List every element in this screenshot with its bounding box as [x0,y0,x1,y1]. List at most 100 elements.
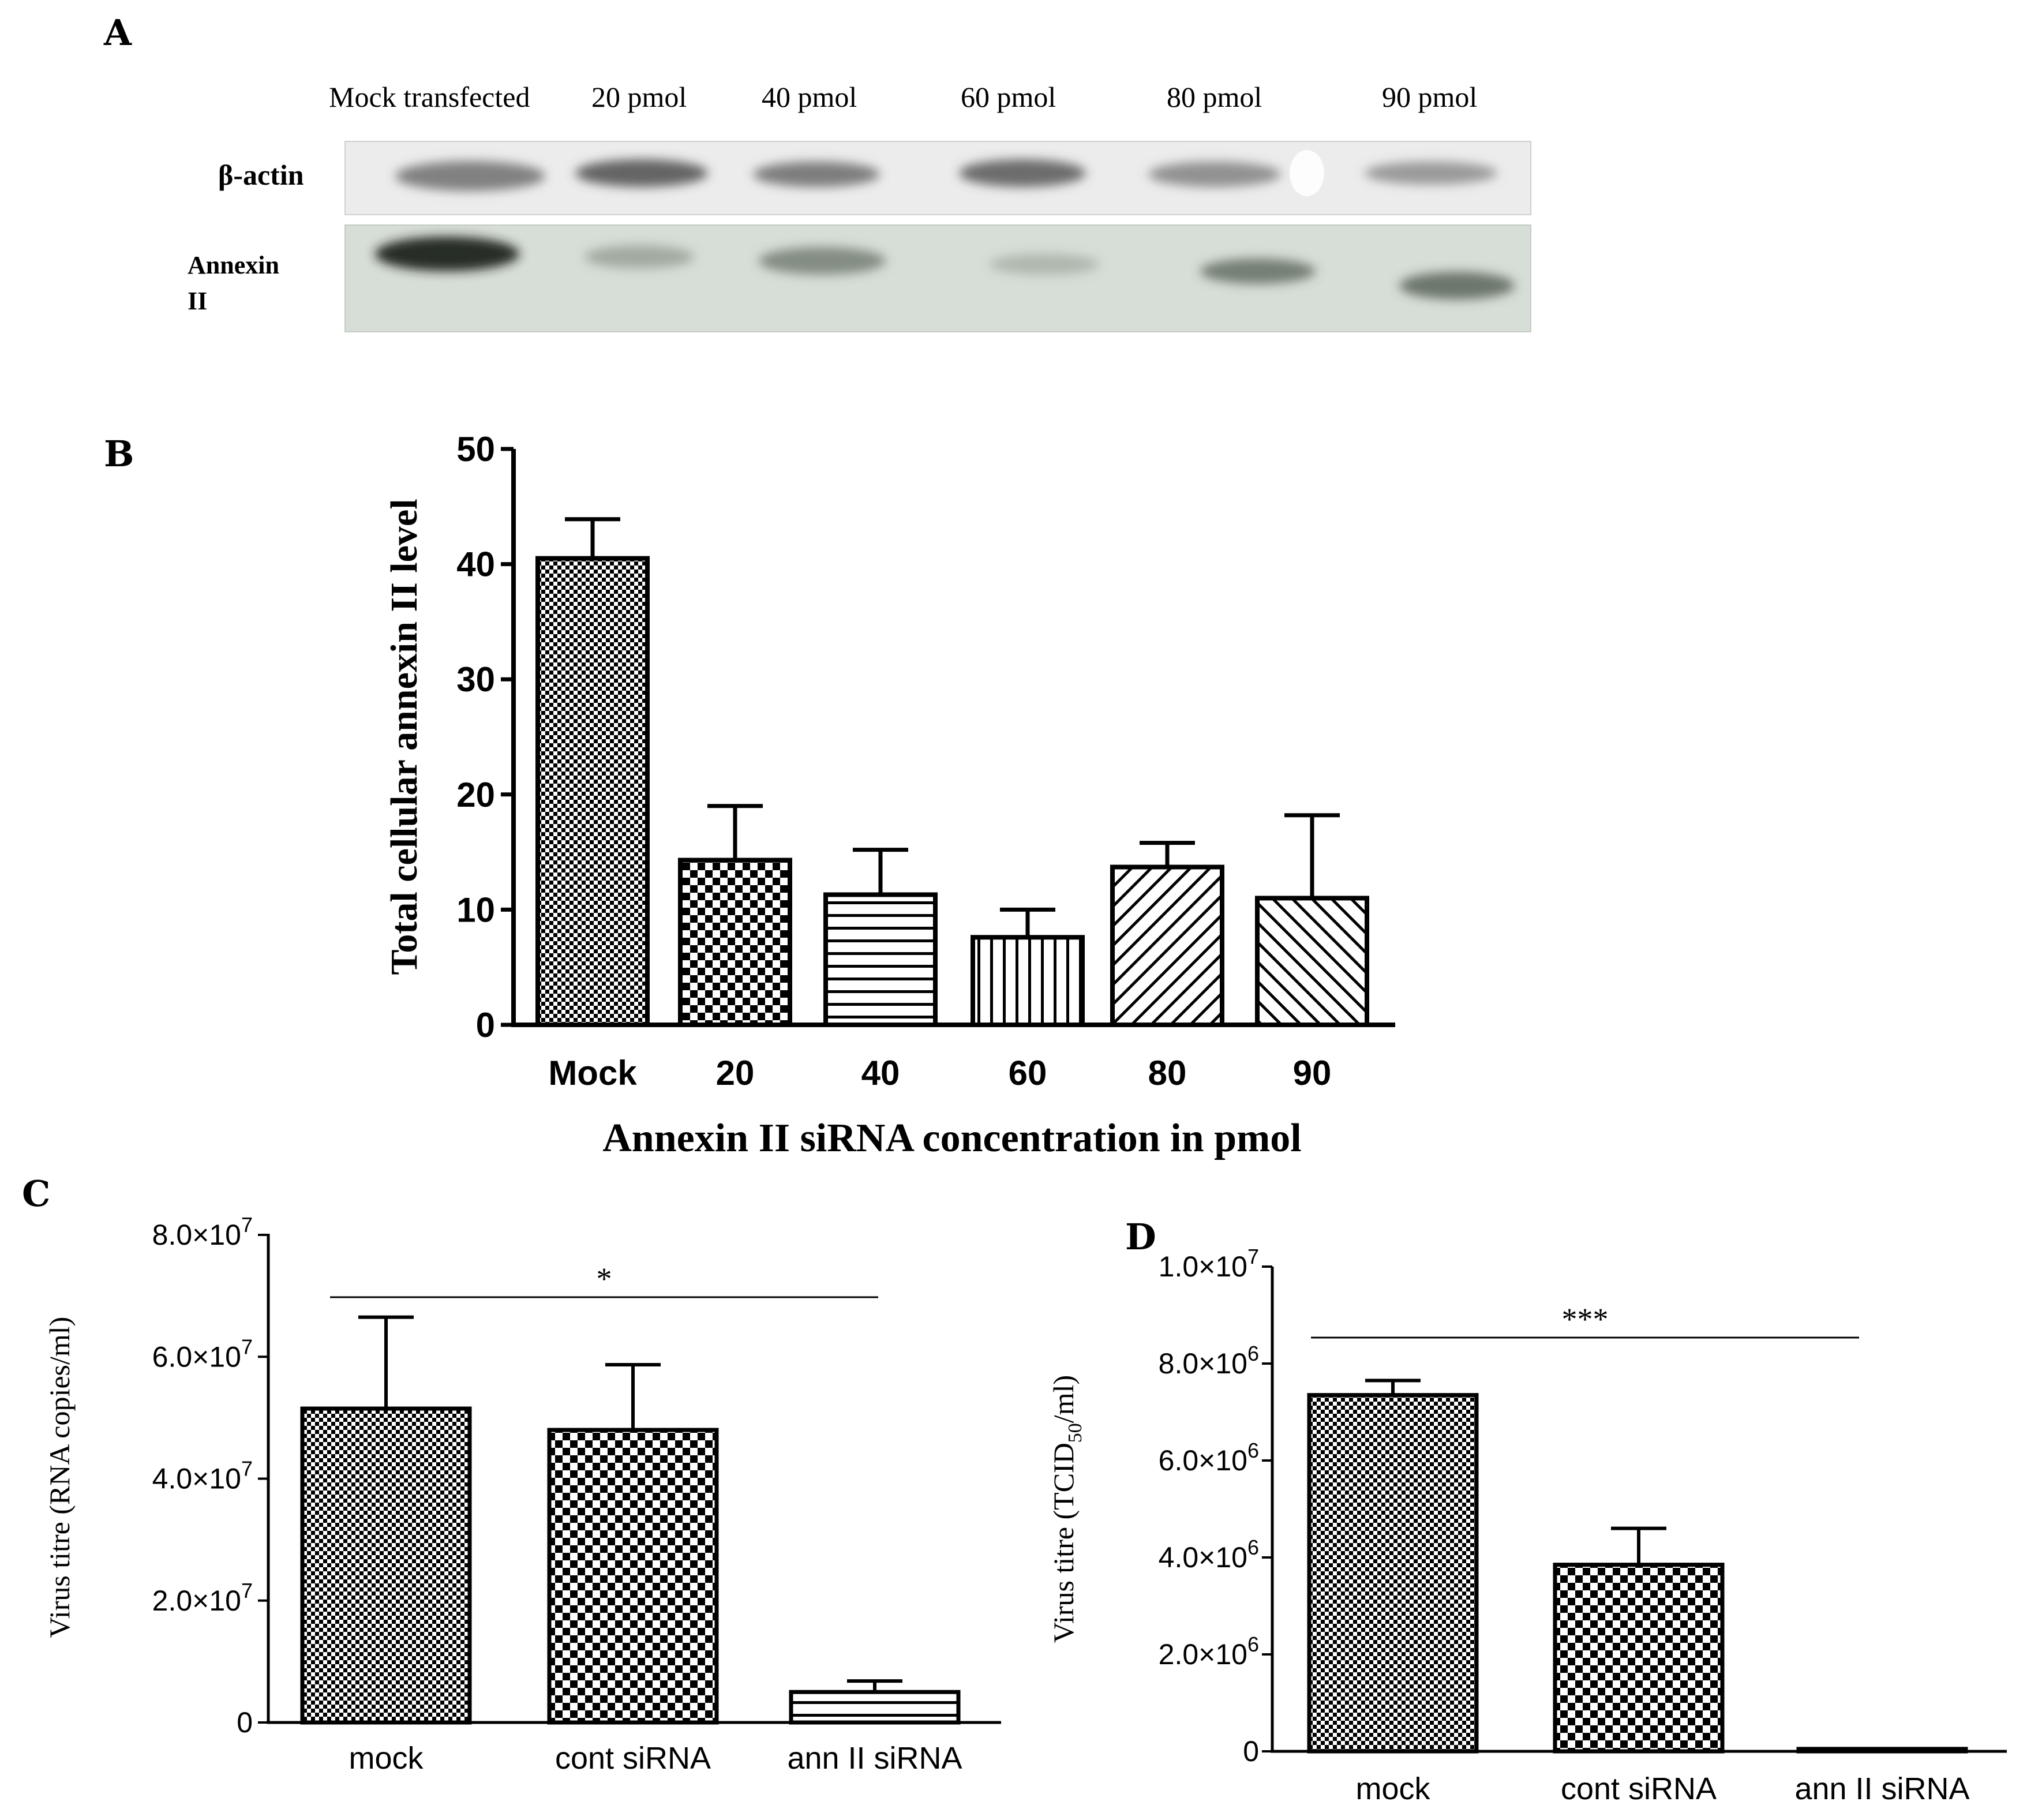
y-tick-label: 8.0×107 [152,1213,253,1251]
y-tick-label-mantissa: 8.0×10 [152,1219,241,1251]
blot-band [959,159,1086,187]
y-tick-label: 30 [456,660,495,699]
bar [1110,864,1224,1027]
y-tick-label: 8.0×106 [1159,1342,1259,1380]
blot-band [585,245,694,268]
blot-lane-label: 80 pmol [1167,81,1262,113]
y-tick-label: 20 [456,776,495,814]
blot-row-label-actin: β-actin [218,159,304,191]
y-tick-label-exponent: 7 [241,1579,253,1602]
chart-d-y-label-main: Virus titre (TCID [1047,1443,1080,1643]
bar [1307,1393,1479,1754]
chart-b-x-ticks: Mock 20 40 60 80 90 [548,1054,1331,1092]
blot-band [990,254,1099,275]
y-tick-label-exponent: 7 [1247,1245,1259,1268]
blot-row-label-annexin: Annexin [188,251,279,279]
blot-lane-label: Mock transfected [329,81,530,113]
y-tick-label: 6.0×106 [1159,1439,1259,1477]
blot-row-label-annexin-suffix: II [188,287,207,315]
x-tick-label: mock [349,1741,424,1776]
panel-letter-a: A [103,12,132,54]
blot-band [1148,162,1281,187]
chart-b: 0 10 20 30 40 50 Mock 20 40 60 80 90 Total cellula… [383,430,1395,1160]
blot-band [759,247,886,275]
chart-b-y-label: Total cellular annexin II level [383,499,425,975]
panel-letter-d: D [1125,1216,1156,1258]
x-tick-label: cont siRNA [555,1741,711,1776]
y-tick-label-mantissa: 6.0×10 [152,1340,241,1373]
y-tick-label-mantissa: 2.0×10 [152,1585,241,1617]
y-tick-label-mantissa: 6.0×10 [1159,1444,1247,1477]
annexin-bands [375,237,1515,299]
y-tick-label-mantissa: 4.0×10 [152,1463,241,1495]
y-tick-label-mantissa: 4.0×10 [1159,1541,1247,1574]
significance-marker: * [597,1261,612,1296]
bar [300,1406,472,1725]
y-tick-label: 0 [476,1006,495,1044]
chart-d-significance: *** [1311,1302,1859,1339]
blot-band [753,162,880,187]
chart-b-bars [535,517,1369,1028]
y-tick-label-exponent: 6 [1247,1536,1259,1559]
blot-band [375,237,519,271]
chart-b-x-label: Annexin II siRNA concentration in pmol [602,1116,1302,1160]
blot-band [1399,272,1515,299]
chart-c-x-ticks: mock cont siRNA ann II siRNA [349,1741,962,1776]
bar [971,935,1085,1027]
chart-d-y-label: Virus titre (TCID50/ml) [1047,1375,1086,1643]
blot-band [1200,259,1316,284]
y-tick-label: 10 [456,890,495,929]
y-tick-label: 4.0×107 [152,1457,253,1495]
y-tick-label: 0 [237,1706,253,1739]
y-tick-label: 50 [456,430,495,469]
bar [823,892,938,1028]
bar [678,857,792,1028]
chart-d-bars [1307,1379,1968,1754]
x-tick-label: cont siRNA [1561,1772,1717,1806]
chart-d-x-ticks: mock cont siRNA ann II siRNA [1355,1772,1969,1806]
blot-artifact [1290,150,1324,196]
x-tick-label: 90 [1293,1054,1332,1092]
chart-d-y-label-end: /ml) [1047,1375,1080,1423]
chart-b-y-ticks: 0 10 20 30 40 50 [456,430,514,1044]
y-tick-label: 40 [456,545,495,584]
y-tick-label-exponent: 6 [1247,1632,1259,1656]
bar [535,556,650,1027]
y-tick-label-mantissa: 2.0×10 [1159,1638,1247,1671]
x-tick-label: Mock [548,1054,637,1092]
chart-c-bars [300,1315,961,1725]
bar [1255,896,1369,1027]
y-tick-label: 1.0×107 [1159,1245,1259,1283]
x-tick-label: ann II siRNA [787,1741,962,1776]
y-tick-label: 4.0×106 [1159,1536,1259,1574]
bar [1553,1563,1725,1754]
blot-lane-label: 90 pmol [1382,81,1477,113]
blot-band [395,161,545,191]
panel-letter-c: C [22,1173,50,1215]
y-tick-label-mantissa: 8.0×10 [1159,1347,1247,1380]
bar [547,1428,719,1725]
y-tick-label: 0 [1243,1735,1259,1767]
chart-c-significance: * [330,1261,878,1298]
bar [789,1690,961,1725]
blot-lane-label: 60 pmol [961,81,1056,113]
panel-letter-b: B [104,433,134,475]
y-tick-label-exponent: 6 [1247,1342,1259,1365]
blot-band [575,159,708,187]
y-tick-label-exponent: 7 [241,1457,253,1481]
chart-d-y-label-subscript: 50 [1065,1423,1086,1443]
y-tick-label: 6.0×107 [152,1335,253,1373]
y-tick-label-mantissa: 0 [237,1706,253,1739]
blot-band [1365,162,1497,185]
x-tick-label: 40 [861,1054,900,1092]
annexin-blot-strip [344,224,1531,332]
x-tick-label: mock [1355,1772,1430,1806]
y-tick-label-exponent: 7 [241,1335,253,1358]
blot-lane-label: 40 pmol [762,81,857,113]
x-tick-label: 20 [716,1054,755,1092]
